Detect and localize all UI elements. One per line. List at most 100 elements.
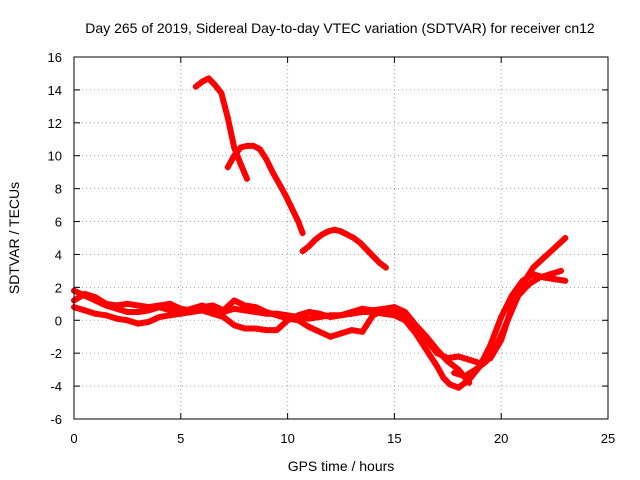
- data-point: [103, 300, 110, 307]
- data-point: [305, 243, 312, 250]
- data-point: [113, 302, 120, 309]
- data-point: [263, 327, 270, 334]
- data-point: [382, 264, 389, 271]
- data-point: [263, 309, 270, 316]
- data-series: [71, 75, 569, 391]
- data-point: [508, 292, 515, 299]
- grid: [74, 57, 608, 419]
- y-tick-label: 2: [55, 280, 62, 295]
- data-point: [135, 309, 142, 316]
- data-point: [81, 307, 88, 314]
- data-point: [338, 330, 344, 337]
- series-arc-f: [224, 142, 306, 237]
- data-point: [237, 144, 244, 151]
- y-axis-label: SDTVAR / TECUs: [6, 182, 22, 294]
- data-point: [252, 304, 259, 311]
- data-point: [188, 309, 195, 316]
- series-line: [299, 226, 389, 271]
- data-point: [515, 292, 522, 299]
- data-point: [145, 304, 152, 311]
- data-point: [391, 304, 398, 311]
- x-tick-label: 10: [280, 431, 294, 446]
- data-point: [562, 235, 569, 241]
- series-arc-c: [71, 304, 473, 386]
- data-point: [547, 271, 554, 278]
- data-point: [312, 236, 319, 243]
- data-point: [498, 313, 505, 320]
- data-point: [156, 313, 163, 320]
- data-point: [124, 300, 131, 307]
- data-point: [156, 302, 163, 309]
- data-point: [423, 333, 430, 340]
- x-tick-label: 15: [387, 431, 401, 446]
- data-point: [199, 78, 206, 85]
- data-point: [359, 328, 366, 335]
- data-point: [318, 231, 325, 238]
- plot-frame: [73, 56, 609, 420]
- x-tick-label: 20: [494, 431, 508, 446]
- data-point: [295, 218, 302, 225]
- data-point: [551, 276, 558, 283]
- data-point: [276, 180, 283, 187]
- data-point: [299, 248, 306, 255]
- y-tick-label: 0: [55, 313, 62, 328]
- data-point: [282, 192, 289, 199]
- data-point: [263, 156, 270, 163]
- data-point: [423, 346, 430, 353]
- data-point: [519, 281, 526, 288]
- data-point: [434, 346, 441, 353]
- data-point: [231, 297, 238, 304]
- data-point: [402, 309, 409, 316]
- data-point: [92, 310, 99, 317]
- data-point: [331, 226, 338, 233]
- data-point: [231, 144, 238, 151]
- y-tick-label: 10: [48, 149, 62, 164]
- data-point: [363, 246, 370, 253]
- data-point: [231, 322, 238, 329]
- data-point: [241, 302, 248, 309]
- data-point: [536, 274, 543, 281]
- data-point: [244, 175, 251, 182]
- data-point: [167, 312, 174, 319]
- data-point: [504, 317, 511, 324]
- data-point: [348, 309, 355, 316]
- data-point: [224, 164, 231, 171]
- y-tick-label: -6: [50, 412, 62, 427]
- data-point: [376, 259, 383, 266]
- y-tick-label: 16: [48, 50, 62, 65]
- data-point: [220, 313, 227, 320]
- series-arc-e: [192, 75, 251, 182]
- data-point: [455, 353, 462, 360]
- data-point: [284, 317, 291, 324]
- data-point: [344, 231, 351, 238]
- data-point: [558, 267, 565, 274]
- data-point: [325, 228, 332, 235]
- data-point: [209, 302, 216, 309]
- data-point: [81, 290, 88, 297]
- data-point: [256, 146, 263, 153]
- data-point: [562, 277, 569, 284]
- data-point: [461, 373, 468, 380]
- data-point: [124, 317, 131, 324]
- data-point: [145, 318, 152, 325]
- data-point: [305, 315, 312, 322]
- data-point: [124, 309, 131, 316]
- data-point: [446, 381, 453, 388]
- x-axis-label: GPS time / hours: [288, 458, 395, 474]
- data-point: [113, 315, 120, 322]
- data-point: [530, 264, 537, 271]
- data-point: [241, 325, 248, 332]
- data-point: [231, 305, 238, 312]
- data-point: [327, 313, 334, 320]
- data-point: [455, 384, 462, 391]
- axis-ticks: 0 5 10 15 20 25 -6 -4 -2 0 2 4 6 8 10 12 14 16: [48, 50, 616, 446]
- y-tick-label: 14: [48, 83, 62, 98]
- data-point: [348, 327, 355, 334]
- data-point: [177, 310, 184, 317]
- y-tick-label: 6: [55, 215, 62, 230]
- data-point: [288, 205, 295, 212]
- data-point: [357, 239, 364, 246]
- data-point: [252, 325, 259, 332]
- data-point: [103, 312, 110, 319]
